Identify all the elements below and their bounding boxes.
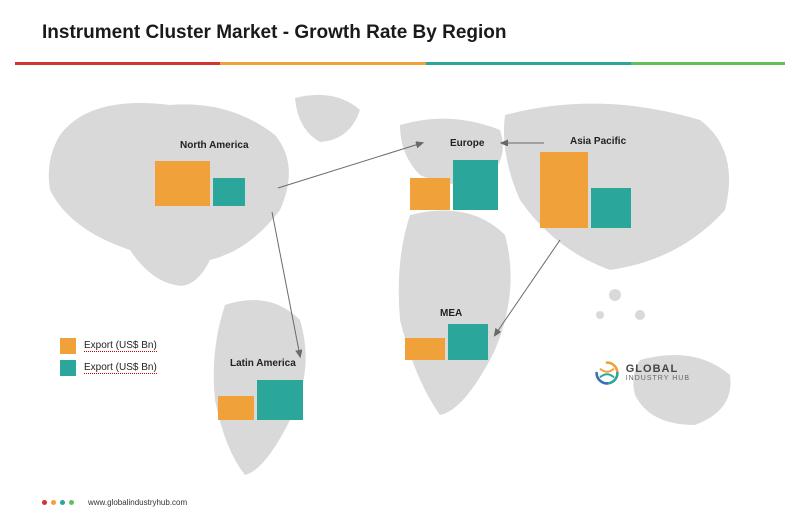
region-bar	[591, 188, 631, 228]
region-bar	[405, 338, 445, 360]
region-bars-north-america	[155, 161, 245, 206]
region-label-europe: Europe	[450, 138, 484, 149]
top-color-bar	[15, 62, 785, 65]
dot-green	[69, 500, 74, 505]
bar-seg-green	[631, 62, 785, 65]
legend: Export (US$ Bn) Export (US$ Bn)	[60, 338, 157, 382]
bar-seg-teal	[426, 62, 631, 65]
footer: www.globalindustryhub.com	[42, 498, 187, 507]
dot-red	[42, 500, 47, 505]
region-bar	[155, 161, 210, 206]
legend-item: Export (US$ Bn)	[60, 360, 157, 376]
legend-label: Export (US$ Bn)	[84, 362, 157, 374]
bar-seg-orange	[220, 62, 425, 65]
logo-text-main: GLOBAL	[626, 364, 690, 375]
region-bar	[453, 160, 498, 210]
legend-swatch-teal	[60, 360, 76, 376]
region-bar	[540, 152, 588, 228]
region-label-asia-pacific: Asia Pacific	[570, 136, 626, 147]
region-bars-europe	[410, 160, 498, 210]
globe-swirl-icon	[594, 360, 620, 386]
logo-text-sub: INDUSTRY HUB	[626, 375, 690, 382]
legend-item: Export (US$ Bn)	[60, 338, 157, 354]
footer-dots	[42, 500, 74, 505]
footer-url: www.globalindustryhub.com	[88, 498, 187, 507]
dot-orange	[51, 500, 56, 505]
region-label-latin-america: Latin America	[230, 358, 296, 369]
region-label-north-america: North America	[180, 140, 249, 151]
region-bar	[448, 324, 488, 360]
map-area: North America Europe Asia Pacific MEA Latin …	[0, 80, 800, 477]
legend-label: Export (US$ Bn)	[84, 340, 157, 352]
page-title: Instrument Cluster Market - Growth Rate …	[42, 22, 507, 44]
region-label-mea: MEA	[440, 308, 462, 319]
brand-logo: GLOBAL INDUSTRY HUB	[594, 360, 690, 386]
region-bar	[213, 178, 245, 206]
dot-teal	[60, 500, 65, 505]
region-bar	[218, 396, 254, 420]
flow-arrows	[0, 80, 800, 480]
bar-seg-red	[15, 62, 220, 65]
region-bars-asia-pacific	[540, 152, 631, 228]
region-bar	[257, 380, 303, 420]
legend-swatch-orange	[60, 338, 76, 354]
region-bars-latin-america	[218, 380, 303, 420]
region-bars-mea	[405, 324, 488, 360]
region-bar	[410, 178, 450, 210]
